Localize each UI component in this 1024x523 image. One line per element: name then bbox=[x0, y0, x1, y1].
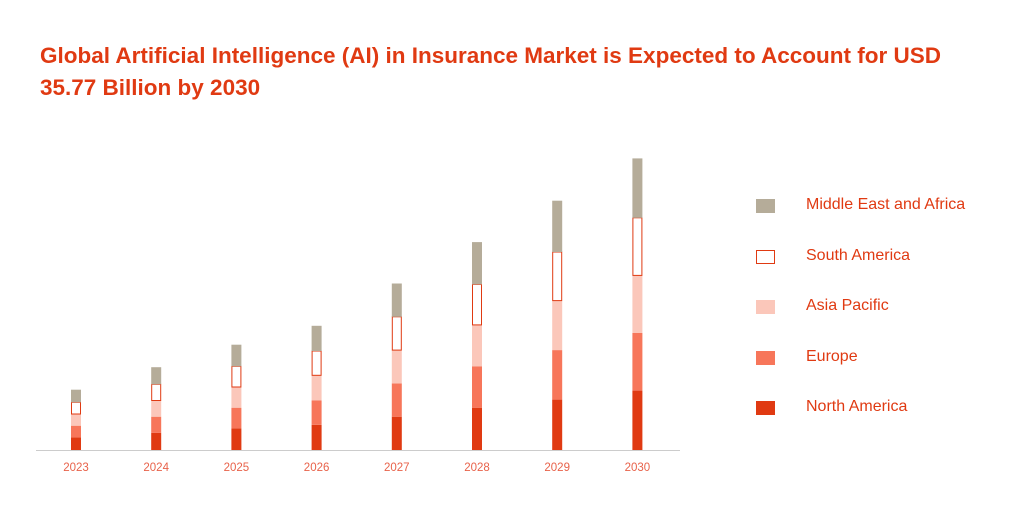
x-tick-label-2025: 2025 bbox=[224, 462, 250, 474]
bar-segment-europe-2027 bbox=[391, 383, 402, 417]
x-tick-label-2024: 2024 bbox=[143, 462, 169, 474]
bar-segment-europe-2028 bbox=[472, 366, 482, 408]
bar-segment-asia-pacific-2023 bbox=[71, 414, 81, 426]
bar-segment-europe-2029 bbox=[552, 350, 563, 400]
bar-segment-europe-2025 bbox=[231, 407, 242, 429]
bar-segment-south-america-2028 bbox=[472, 283, 482, 326]
bar-segment-north-america-2025 bbox=[231, 428, 242, 450]
bar-segment-middle-east-and-africa-2025 bbox=[231, 344, 242, 367]
bar-segment-south-america-2029 bbox=[552, 251, 563, 302]
bar-segment-europe-2026 bbox=[311, 400, 322, 425]
legend-label-asia-pacific: Asia Pacific bbox=[806, 297, 889, 314]
bar-segment-asia-pacific-2030 bbox=[632, 275, 643, 333]
legend-label-south-america: South America bbox=[806, 246, 911, 264]
bar-segment-north-america-2029 bbox=[552, 399, 563, 450]
bar-segment-asia-pacific-2028 bbox=[472, 324, 482, 367]
bar-segment-europe-2024 bbox=[151, 416, 162, 433]
bar-segment-north-america-2023 bbox=[71, 437, 81, 450]
bar-segment-south-america-2027 bbox=[391, 316, 402, 351]
bar-segment-north-america-2028 bbox=[472, 407, 482, 450]
bar-segment-north-america-2027 bbox=[391, 416, 402, 450]
legend-swatch-asia-pacific bbox=[756, 300, 775, 314]
bar-segment-middle-east-and-africa-2023 bbox=[71, 389, 81, 403]
x-tick-label-2028: 2028 bbox=[464, 462, 490, 474]
bar-segment-south-america-2025 bbox=[231, 365, 242, 388]
bar-segment-asia-pacific-2029 bbox=[552, 300, 563, 351]
bar-segment-europe-2030 bbox=[632, 333, 643, 391]
bar-segment-north-america-2030 bbox=[632, 390, 643, 450]
legend-swatch-europe bbox=[756, 350, 775, 365]
stacked-bar-chart: 2023 2024 2025 2026 2027 2028 2029 2030 bbox=[36, 158, 680, 474]
x-tick-label-2029: 2029 bbox=[544, 462, 570, 474]
bar-segment-south-america-2024 bbox=[151, 383, 162, 401]
bar-segment-north-america-2024 bbox=[151, 432, 162, 450]
legend-label-europe: Europe bbox=[806, 347, 858, 365]
x-tick-label-2030: 2030 bbox=[625, 462, 651, 474]
bar-segment-middle-east-and-africa-2026 bbox=[311, 325, 322, 351]
legend-swatch-south-america bbox=[756, 249, 775, 264]
bar-segment-south-america-2030 bbox=[632, 217, 643, 276]
bar-segment-asia-pacific-2025 bbox=[231, 387, 242, 408]
bar-segment-asia-pacific-2024 bbox=[151, 400, 162, 417]
bar-segment-middle-east-and-africa-2027 bbox=[391, 283, 402, 317]
legend-label-north-america: North America bbox=[806, 398, 908, 415]
legend-swatch-middle-east-africa bbox=[756, 199, 775, 213]
bar-segment-asia-pacific-2027 bbox=[391, 350, 402, 384]
legend-label-middle-east-africa: Middle East and Africa bbox=[806, 196, 966, 213]
x-tick-label-2027: 2027 bbox=[384, 462, 410, 474]
bar-segment-middle-east-and-africa-2028 bbox=[472, 242, 482, 285]
bar-segment-asia-pacific-2026 bbox=[311, 375, 322, 401]
x-tick-label-2023: 2023 bbox=[63, 462, 89, 474]
bar-segment-europe-2023 bbox=[71, 425, 81, 438]
chart-title: Global Artificial Intelligence (AI) in I… bbox=[40, 43, 941, 100]
bar-segment-middle-east-and-africa-2030 bbox=[632, 158, 643, 218]
bar-segment-middle-east-and-africa-2024 bbox=[151, 367, 162, 385]
bar-segment-south-america-2026 bbox=[311, 350, 322, 376]
x-tick-label-2026: 2026 bbox=[304, 462, 330, 474]
bar-segment-south-america-2023 bbox=[71, 401, 81, 415]
legend-swatch-north-america bbox=[756, 401, 775, 415]
bar-segment-middle-east-and-africa-2029 bbox=[552, 200, 563, 252]
bar-segment-north-america-2026 bbox=[311, 424, 322, 450]
